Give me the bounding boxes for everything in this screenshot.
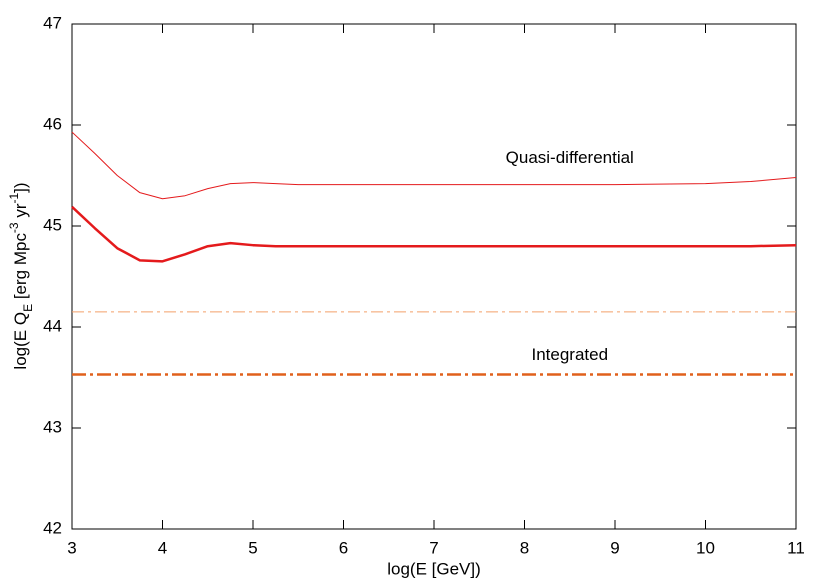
y-label-part: -1 <box>7 192 21 203</box>
series-line <box>71 205 797 263</box>
x-tick-label: 8 <box>520 538 529 557</box>
x-tick-label: 11 <box>787 538 805 557</box>
x-axis-label: log(E [GeV]) <box>387 559 481 578</box>
annotation: Quasi-differential <box>506 148 634 167</box>
y-label-part: yr <box>11 203 30 222</box>
x-tick-label: 3 <box>67 538 76 557</box>
y-label-part: [erg Mpc <box>11 233 30 304</box>
plot-frame <box>71 23 797 530</box>
y-tick-label: 44 <box>43 316 62 335</box>
y-label-part: E <box>21 304 35 312</box>
y-tick-label: 46 <box>43 114 62 133</box>
x-tick-label: 7 <box>429 538 438 557</box>
y-tick-label: 43 <box>43 417 62 436</box>
y-tick-label: 47 <box>43 13 62 32</box>
y-label-part: -3 <box>7 222 21 233</box>
series-line <box>71 131 797 200</box>
y-tick-label: 42 <box>43 518 62 537</box>
x-tick-label: 5 <box>248 538 257 557</box>
x-tick-label: 9 <box>610 538 619 557</box>
x-tick-label: 10 <box>696 538 715 557</box>
y-label-part: log(E Q <box>11 312 30 370</box>
x-tick-label: 4 <box>158 538 167 557</box>
y-axis-label: log(E QE [erg Mpc-3 yr-1]) <box>7 182 35 369</box>
annotation: Integrated <box>531 345 608 364</box>
y-label-part: ]) <box>11 182 30 192</box>
y-tick-label: 45 <box>43 215 62 234</box>
x-tick-label: 6 <box>339 538 348 557</box>
